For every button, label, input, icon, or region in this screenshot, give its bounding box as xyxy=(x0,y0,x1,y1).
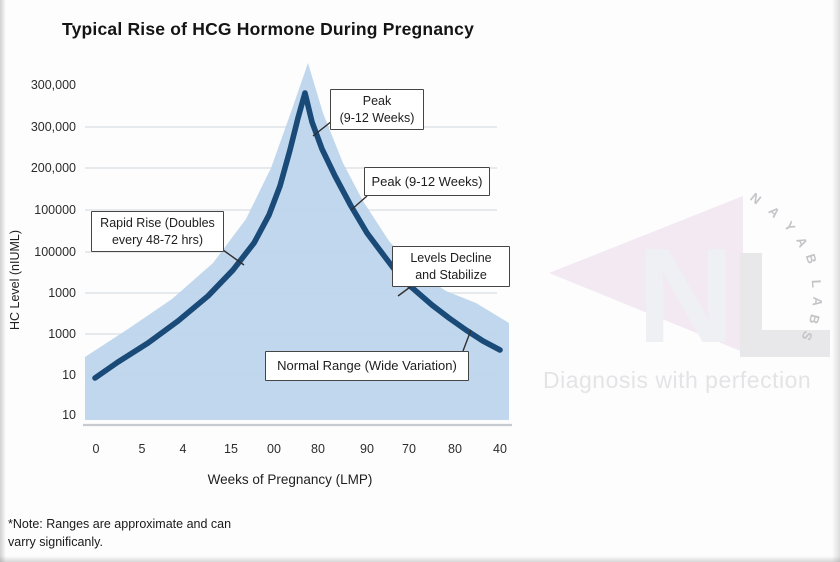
x-tick-label: 15 xyxy=(224,442,238,456)
annotation-text: Levels Decline xyxy=(410,251,492,265)
x-tick-label: 40 xyxy=(493,442,507,456)
chart-title: Typical Rise of HCG Hormone During Pregn… xyxy=(61,19,475,39)
y-tick-label: 10 xyxy=(62,408,76,422)
leader-line xyxy=(312,120,333,137)
annotation-peak-top: Peak (9-12 Weeks) xyxy=(330,89,424,130)
x-tick-label: 4 xyxy=(179,442,187,456)
annotation-peak-side: Peak (9-12 Weeks) xyxy=(364,167,490,196)
footnote-line: *Note: Ranges are approximate and can xyxy=(8,517,232,531)
normal-range-band xyxy=(85,63,509,420)
annotation-text: and Stabilize xyxy=(415,267,487,282)
annotation-text: (9-12 Weeks) xyxy=(339,110,415,125)
leader-line xyxy=(462,329,472,352)
annotation-text: Peak (9-12 Weeks) xyxy=(371,173,483,189)
y-tick-label: 200,000 xyxy=(30,161,76,175)
annotation-text: every 48-72 hrs) xyxy=(111,232,203,247)
x-tick-label: 80 xyxy=(448,442,462,456)
y-tick-label: 100000 xyxy=(34,245,76,259)
x-tick-label: 5 xyxy=(138,442,146,456)
y-tick-label: 1000 xyxy=(48,327,76,341)
y-tick-label: 300,000 xyxy=(30,120,76,134)
x-tick-label: 70 xyxy=(402,442,416,456)
leader-line xyxy=(350,195,368,211)
annotation-normal-range: Normal Range (Wide Variation) xyxy=(265,351,469,381)
leader-line xyxy=(222,249,245,266)
x-axis-title: Weeks of Pregnancy (LMP) xyxy=(207,472,373,487)
bottom-edge-shading xyxy=(0,556,840,562)
y-tick-label: 1000 xyxy=(48,286,76,300)
annotation-text: Normal Range (Wide Variation) xyxy=(277,358,457,374)
hcg-curve xyxy=(92,90,503,381)
right-edge-shading xyxy=(832,0,840,562)
y-tick-label: 100000 xyxy=(34,203,76,217)
footnote: *Note: Ranges are approximate and can va… xyxy=(8,516,231,551)
x-tick-label: 00 xyxy=(267,442,281,456)
y-tick-label: 10 xyxy=(62,368,76,382)
annotation-text: Rapid Rise (Doubles xyxy=(100,216,215,230)
annotation-rapid-rise: Rapid Rise (Doubles every 48-72 hrs) xyxy=(91,211,224,252)
x-tick-label: 90 xyxy=(360,442,374,456)
watermark-tagline: Diagnosis with perfection xyxy=(543,367,812,393)
x-tick-label: 80 xyxy=(311,442,325,456)
annotation-text: Peak xyxy=(362,94,392,108)
annotation-levels-decline: Levels Decline and Stabilize xyxy=(392,246,510,287)
y-tick-label: 300,000 xyxy=(30,78,76,92)
x-tick-label: 0 xyxy=(92,442,100,456)
footnote-line: varry significanly. xyxy=(8,534,103,549)
left-edge-shading xyxy=(0,0,6,562)
